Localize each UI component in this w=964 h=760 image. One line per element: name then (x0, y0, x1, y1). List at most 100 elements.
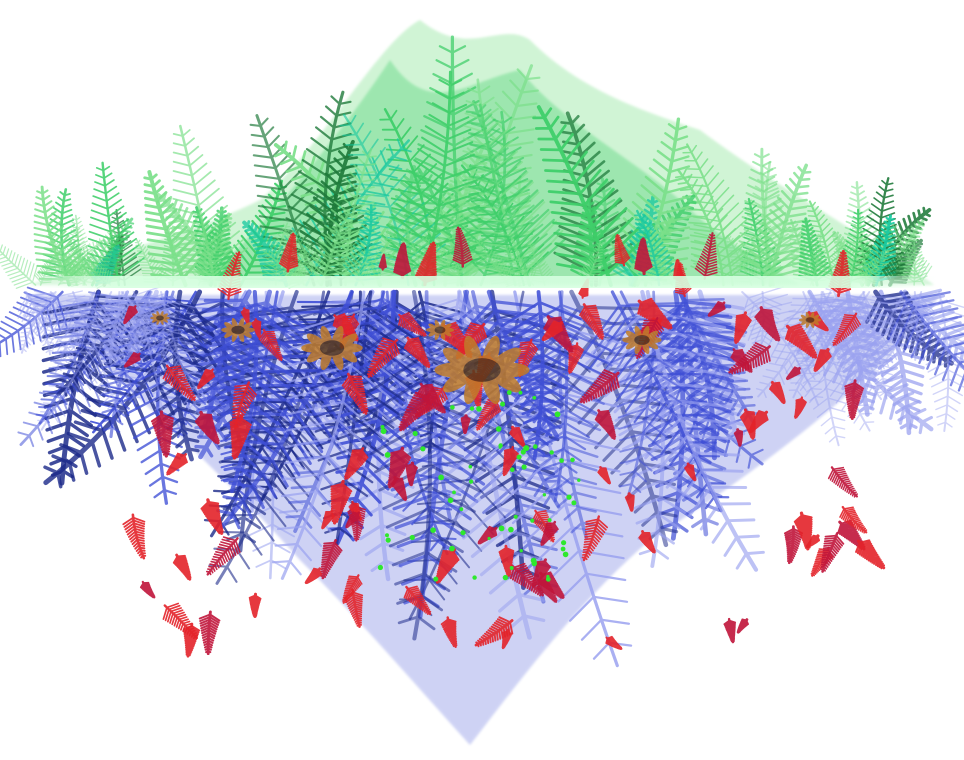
brown-flower (798, 312, 822, 328)
pale-blue-frond (18, 290, 61, 354)
red-spike (786, 366, 801, 380)
red-spike (634, 237, 653, 276)
red-spike (172, 553, 192, 581)
red-spike (694, 232, 718, 280)
green-speck (570, 457, 575, 463)
red-spike (460, 414, 471, 435)
green-speck (519, 549, 523, 553)
green-speck (412, 430, 418, 437)
red-spike (728, 342, 771, 375)
red-spike (754, 306, 781, 342)
green-sprig (748, 215, 783, 286)
red-spike (475, 399, 501, 431)
red-spike (793, 511, 813, 551)
pale-blue-frond (52, 291, 126, 419)
pale-blue-frond (37, 291, 143, 431)
green-speck (430, 527, 436, 533)
brown-flower (622, 325, 662, 355)
red-spike (378, 253, 388, 271)
brown-flower (301, 325, 363, 371)
red-spike (605, 635, 623, 651)
red-spike (541, 320, 564, 341)
red-spike (398, 312, 427, 337)
red-spike (139, 580, 156, 599)
pale-blue-frond (113, 291, 163, 363)
green-speck (562, 551, 569, 558)
green-speck (495, 426, 502, 432)
blue-frond (125, 289, 170, 357)
red-spike (733, 428, 744, 447)
green-speck (433, 576, 439, 582)
red-spike (162, 364, 196, 402)
red-spike (330, 479, 353, 525)
pale-blue-frond (68, 291, 120, 349)
red-spike (638, 529, 656, 554)
red-spike (229, 414, 252, 460)
green-speck-cluster (377, 390, 581, 582)
green-speck (545, 576, 551, 582)
green-speck (532, 395, 537, 400)
green-speck (560, 546, 566, 552)
green-speck (506, 390, 512, 395)
green-sprig (851, 224, 882, 286)
red-spike (832, 312, 861, 346)
lower-fern-reflection (0, 286, 964, 745)
green-sprig (890, 223, 933, 286)
pale-blue-frond (842, 291, 918, 384)
brown-flower-cluster (150, 310, 822, 405)
red-spike (509, 562, 544, 597)
green-speck (460, 530, 466, 536)
red-spike (304, 567, 323, 585)
red-spike (321, 509, 335, 530)
red-spike (509, 425, 526, 448)
green-speck (510, 467, 515, 473)
red-spike (393, 242, 412, 279)
red-spike (813, 347, 832, 372)
red-spike (684, 462, 697, 482)
red-spike (344, 447, 369, 480)
green-speck (547, 518, 552, 523)
green-speck (384, 452, 391, 458)
brown-flower (434, 335, 530, 405)
red-spike (784, 323, 818, 359)
red-spike (827, 466, 859, 498)
green-frond (170, 124, 248, 287)
red-spike (278, 232, 299, 273)
pale-blue-frond (17, 291, 55, 356)
green-speck (546, 574, 550, 579)
green-speck (549, 450, 554, 455)
green-speck (542, 493, 547, 497)
green-speck (518, 390, 523, 395)
red-spike (579, 369, 620, 404)
blue-frond (887, 290, 964, 392)
red-spike (502, 445, 519, 477)
green-speck (571, 500, 577, 506)
green-speck (509, 566, 514, 570)
red-spike (240, 307, 250, 326)
red-spike (855, 539, 886, 570)
red-spike (839, 505, 868, 534)
green-speck (561, 540, 567, 546)
green-speck (472, 575, 477, 580)
pale-blue-frond (876, 291, 937, 370)
green-speck (513, 514, 518, 519)
red-spike (540, 520, 559, 546)
green-speck (438, 474, 444, 481)
red-spike (150, 410, 174, 458)
green-speck (420, 446, 426, 452)
green-speck (500, 401, 506, 407)
brown-flower (221, 318, 255, 342)
red-spike (435, 548, 460, 584)
red-spike (251, 318, 262, 339)
red-spike (597, 466, 611, 485)
pale-blue-frond (842, 291, 894, 400)
green-speck (533, 444, 538, 449)
green-speck (409, 534, 415, 541)
blue-frond (820, 289, 882, 417)
red-spike (452, 226, 473, 268)
red-spike (162, 602, 199, 640)
green-speck (520, 449, 526, 455)
green-speck (521, 464, 527, 470)
red-spike-cluster (122, 226, 886, 658)
